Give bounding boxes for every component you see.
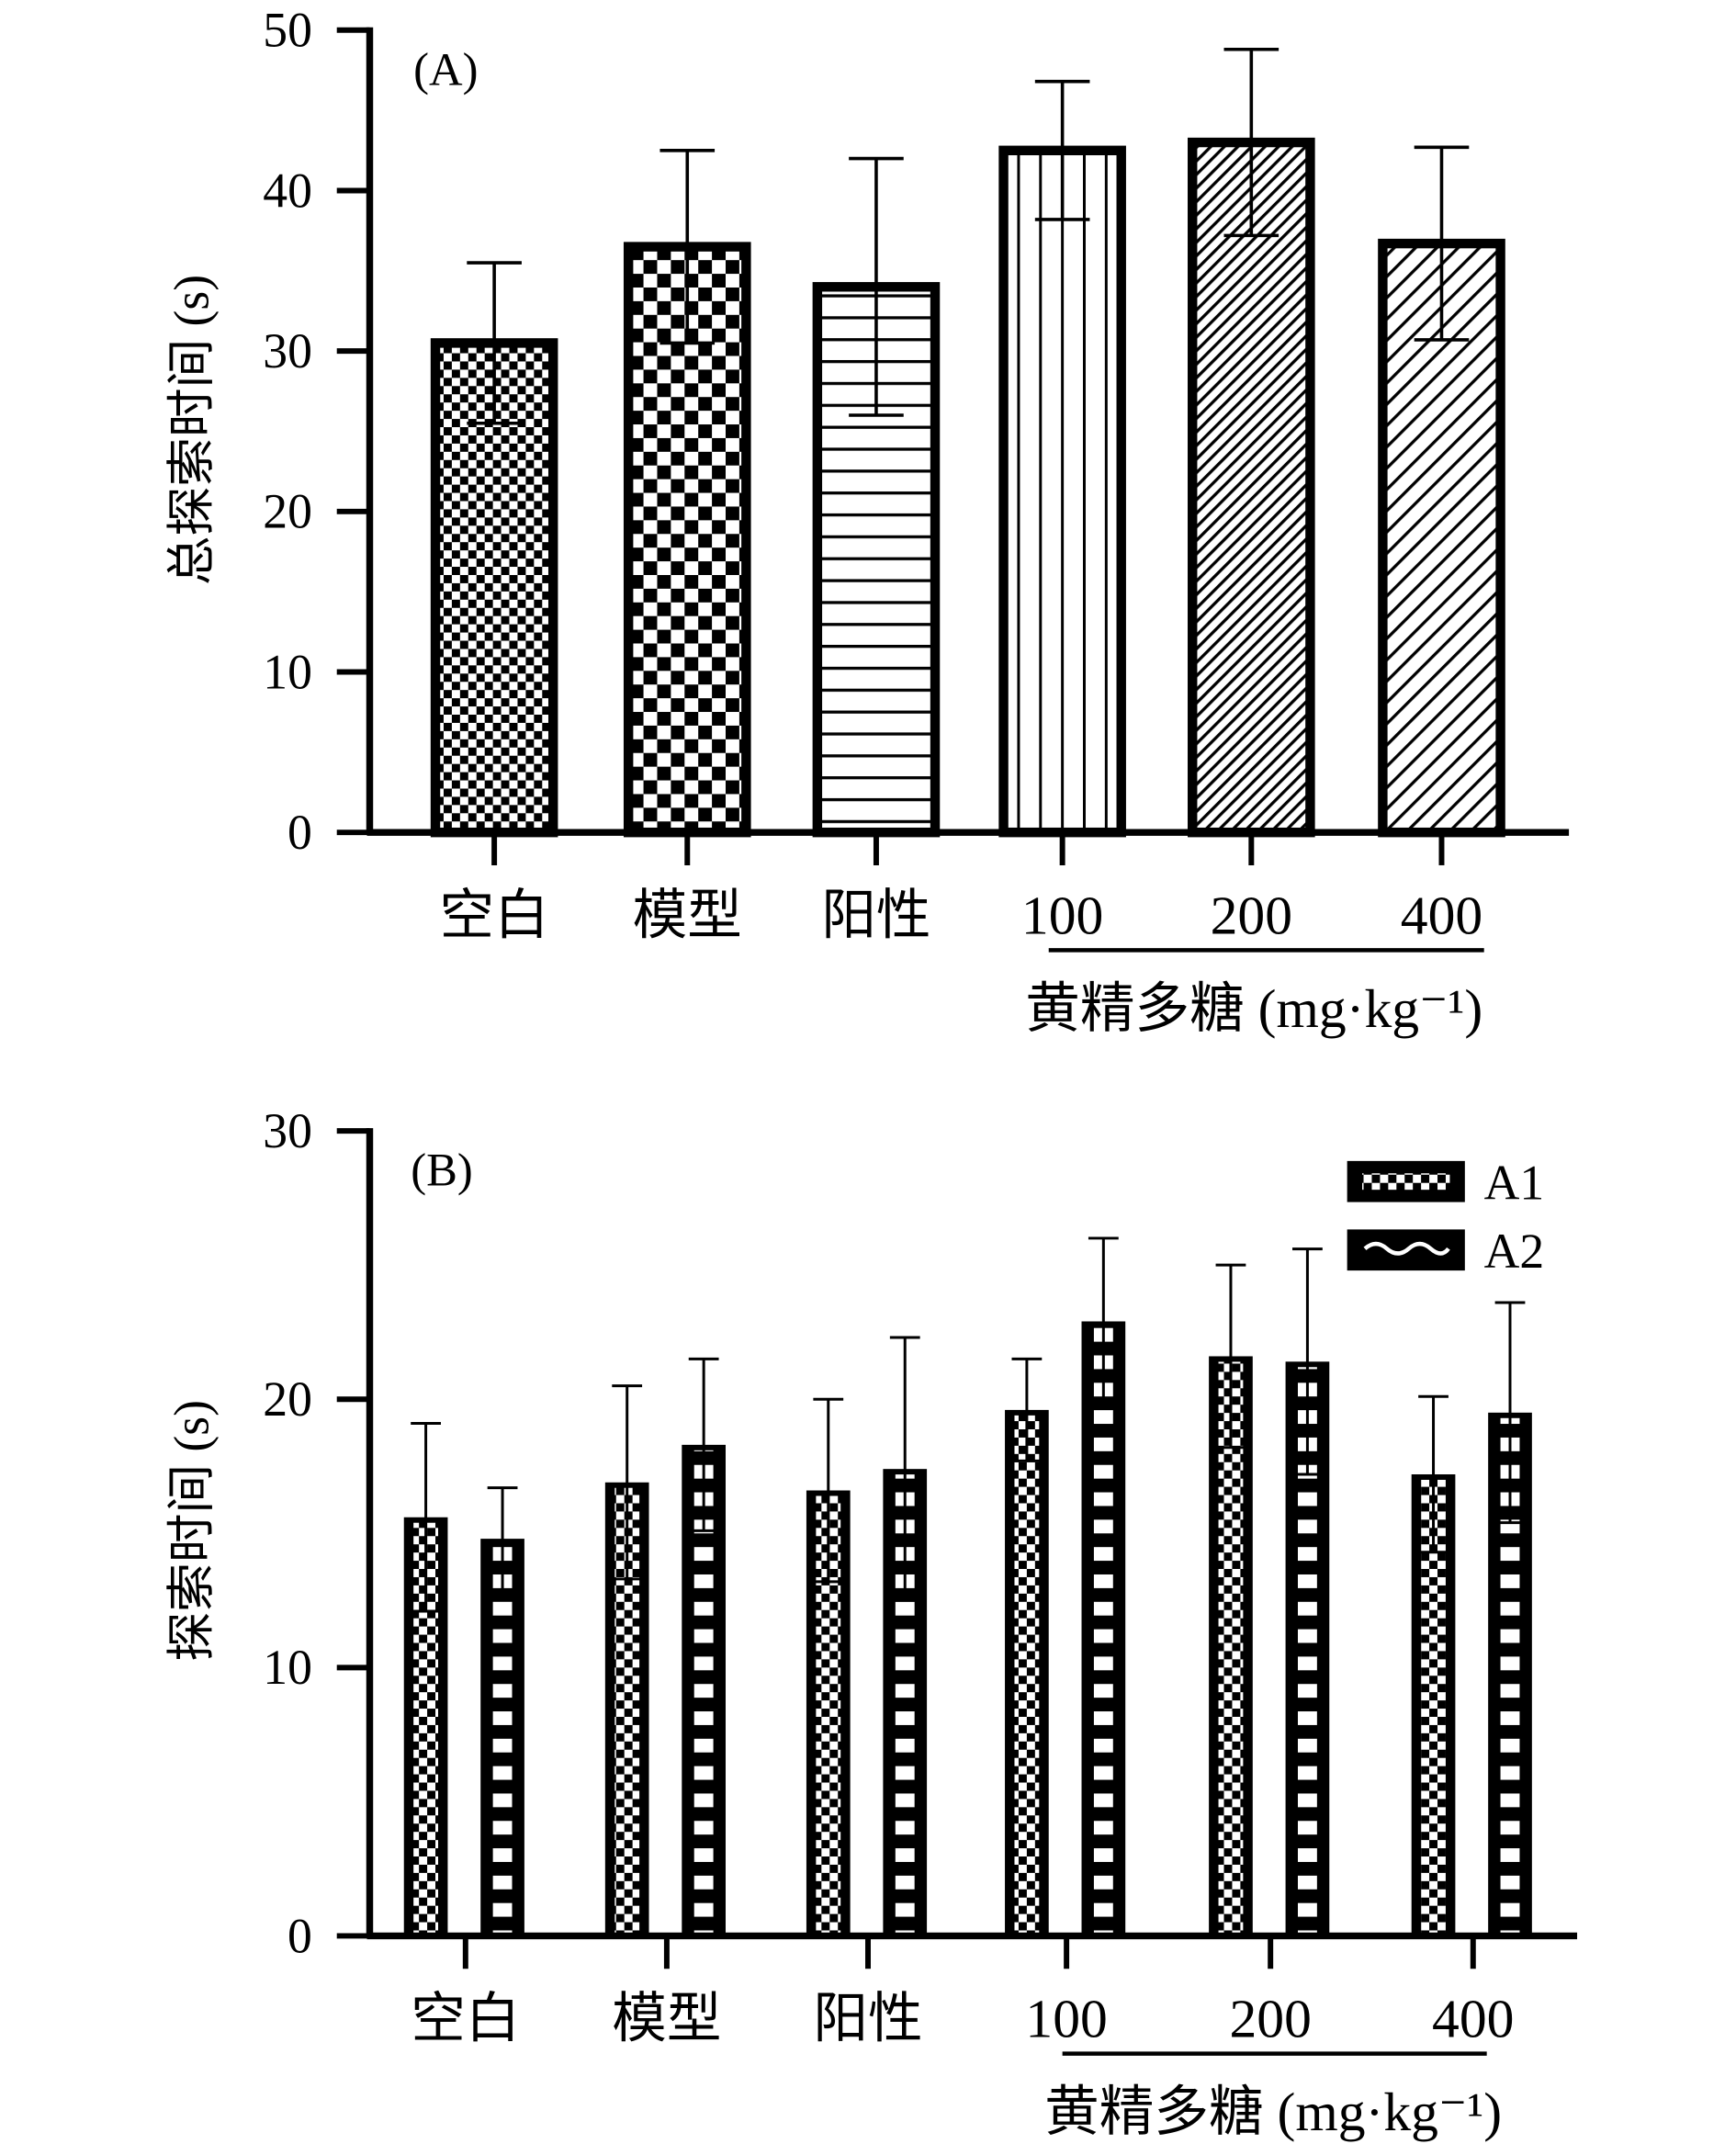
panel-a-y-tick-label-0: 0 xyxy=(287,805,312,860)
panel-b-error-bar-a1-2 xyxy=(813,1397,844,1584)
panel-a-error-bars xyxy=(467,47,1470,425)
panel-b-x-label-4: 200 xyxy=(1229,1989,1311,2049)
legend-label-a1: A1 xyxy=(1484,1156,1545,1211)
panel-b-bar-a2-4 xyxy=(1285,1361,1330,1936)
panel-a-y-tick-label-40: 40 xyxy=(263,163,312,218)
panel-b-bar-a2-1 xyxy=(682,1444,726,1936)
panel-a-x-label-3: 100 xyxy=(1021,885,1103,945)
panel-a-bar-fill-5 xyxy=(1382,243,1501,833)
panel-b-bar-a2-3 xyxy=(1081,1321,1126,1936)
panel-b-bar-a1-3 xyxy=(1005,1409,1049,1936)
panel-b-bar-pattern xyxy=(1093,1326,1113,1934)
panel-b-label: (B) xyxy=(411,1145,473,1196)
panel-a-x-ticks: 空白 模型 阳性 100 200 400 xyxy=(439,832,1482,945)
panel-b-group-label: 黄精多糖 (mg·kg⁻¹) xyxy=(1044,2082,1502,2142)
panel-b-error-bar-a2-3 xyxy=(1088,1236,1119,1406)
panel-b-x-label-3: 100 xyxy=(1025,1989,1107,2049)
panel-b-x-label-0: 空白 xyxy=(411,1989,520,2049)
panel-b-x-ticks: 空白 模型 阳性 100 200 400 xyxy=(411,1935,1514,2049)
panel-b-bar-pattern xyxy=(1218,1361,1244,1934)
panel-b-error-bar-a1-3 xyxy=(1011,1357,1043,1462)
panel-b-bar-pattern xyxy=(1297,1367,1317,1934)
panel-b-y-ticks: 0 10 20 30 xyxy=(263,1103,370,1963)
panel-a-error-bar-0 xyxy=(467,261,522,425)
panel-b-bar-pattern xyxy=(1500,1417,1520,1934)
panel-b-bar-pattern xyxy=(693,1450,714,1934)
panel-b-bar-a1-4 xyxy=(1209,1356,1253,1936)
panel-a-x-label-5: 400 xyxy=(1401,885,1482,945)
panel-a-x-label-0: 空白 xyxy=(439,885,548,945)
legend-swatch-a1-pattern xyxy=(1362,1173,1450,1190)
panel-b-y-tick-label-0: 0 xyxy=(287,1908,312,1963)
panel-a-bar-fill-3 xyxy=(1003,150,1122,833)
panel-a-error-bar-2 xyxy=(849,156,904,417)
panel-a-group-label: 黄精多糖 (mg·kg⁻¹) xyxy=(1025,978,1482,1039)
panel-b-error-bar-a1-0 xyxy=(411,1422,441,1613)
panel-b-bar-a2-0 xyxy=(480,1539,524,1936)
legend-item-a1: A1 xyxy=(1347,1156,1545,1211)
panel-b-bar-pattern xyxy=(1014,1415,1040,1934)
panel-b-legend: A1 A2 xyxy=(1347,1156,1545,1279)
panel-a-error-bar-1 xyxy=(659,149,716,345)
panel-a-y-tick-label-30: 30 xyxy=(263,323,312,378)
legend-swatch-a2-pattern xyxy=(1363,1241,1450,1256)
panel-b-bar-pattern xyxy=(492,1544,513,1934)
legend-label-a2: A2 xyxy=(1484,1224,1545,1279)
panel-b-error-bar-a2-4 xyxy=(1292,1247,1323,1476)
panel-a-error-bar-3 xyxy=(1034,79,1090,221)
panel-a-y-ticks: 0 10 20 30 40 50 xyxy=(263,3,370,860)
panel-a-y-tick-label-10: 10 xyxy=(263,644,312,699)
panel-a-x-label-4: 200 xyxy=(1211,885,1292,945)
panel-b-x-label-2: 阳性 xyxy=(813,1989,922,2049)
panel-b-bar-pattern xyxy=(1421,1479,1446,1934)
panel-b-bar-pattern xyxy=(895,1474,915,1934)
panel-a-y-tick-label-50: 50 xyxy=(263,3,312,58)
panel-b-y-tick-label-10: 10 xyxy=(263,1640,312,1695)
panel-a-bars xyxy=(430,137,1505,838)
panel-a-y-tick-label-20: 20 xyxy=(263,484,312,539)
panel-b: 0 10 20 30 空白 模型 阳性 100 200 400 (B) 探索时间 (s) A1 … xyxy=(164,1103,1578,2142)
panel-b-error-bar-a1-4 xyxy=(1215,1263,1246,1450)
panel-a-bar-fill-4 xyxy=(1192,142,1311,833)
legend-item-a2: A2 xyxy=(1347,1224,1545,1279)
panel-b-bars xyxy=(403,1321,1532,1936)
panel-a-error-bar-5 xyxy=(1414,145,1470,342)
panel-b-y-tick-label-20: 20 xyxy=(263,1371,312,1427)
panel-b-error-bar-a2-5 xyxy=(1494,1301,1526,1525)
panel-a-y-axis-title: 总探索时间 (s) xyxy=(164,275,220,585)
panel-b-x-label-1: 模型 xyxy=(612,1989,721,2049)
panel-b-error-bar-a1-5 xyxy=(1418,1394,1449,1554)
panel-a-x-label-2: 阳性 xyxy=(821,885,930,945)
panel-b-error-bar-a1-1 xyxy=(612,1384,643,1581)
panel-b-x-label-5: 400 xyxy=(1432,1989,1514,2049)
panel-b-error-bar-a2-0 xyxy=(487,1486,518,1592)
panel-a-x-label-1: 模型 xyxy=(633,885,742,945)
panel-a: 0 10 20 30 40 50 空白 模型 阳性 100 200 400 (A) 总探索时间 (s… xyxy=(164,3,1570,1039)
panel-b-error-bars xyxy=(411,1236,1526,1613)
panel-b-error-bar-a2-1 xyxy=(688,1357,719,1532)
panel-b-y-tick-label-30: 30 xyxy=(263,1103,312,1158)
panel-a-error-bar-4 xyxy=(1223,47,1279,238)
panel-b-error-bar-a2-2 xyxy=(889,1336,920,1602)
panel-a-label: (A) xyxy=(413,43,478,95)
panel-b-y-axis-title: 探索时间 (s) xyxy=(164,1400,220,1662)
